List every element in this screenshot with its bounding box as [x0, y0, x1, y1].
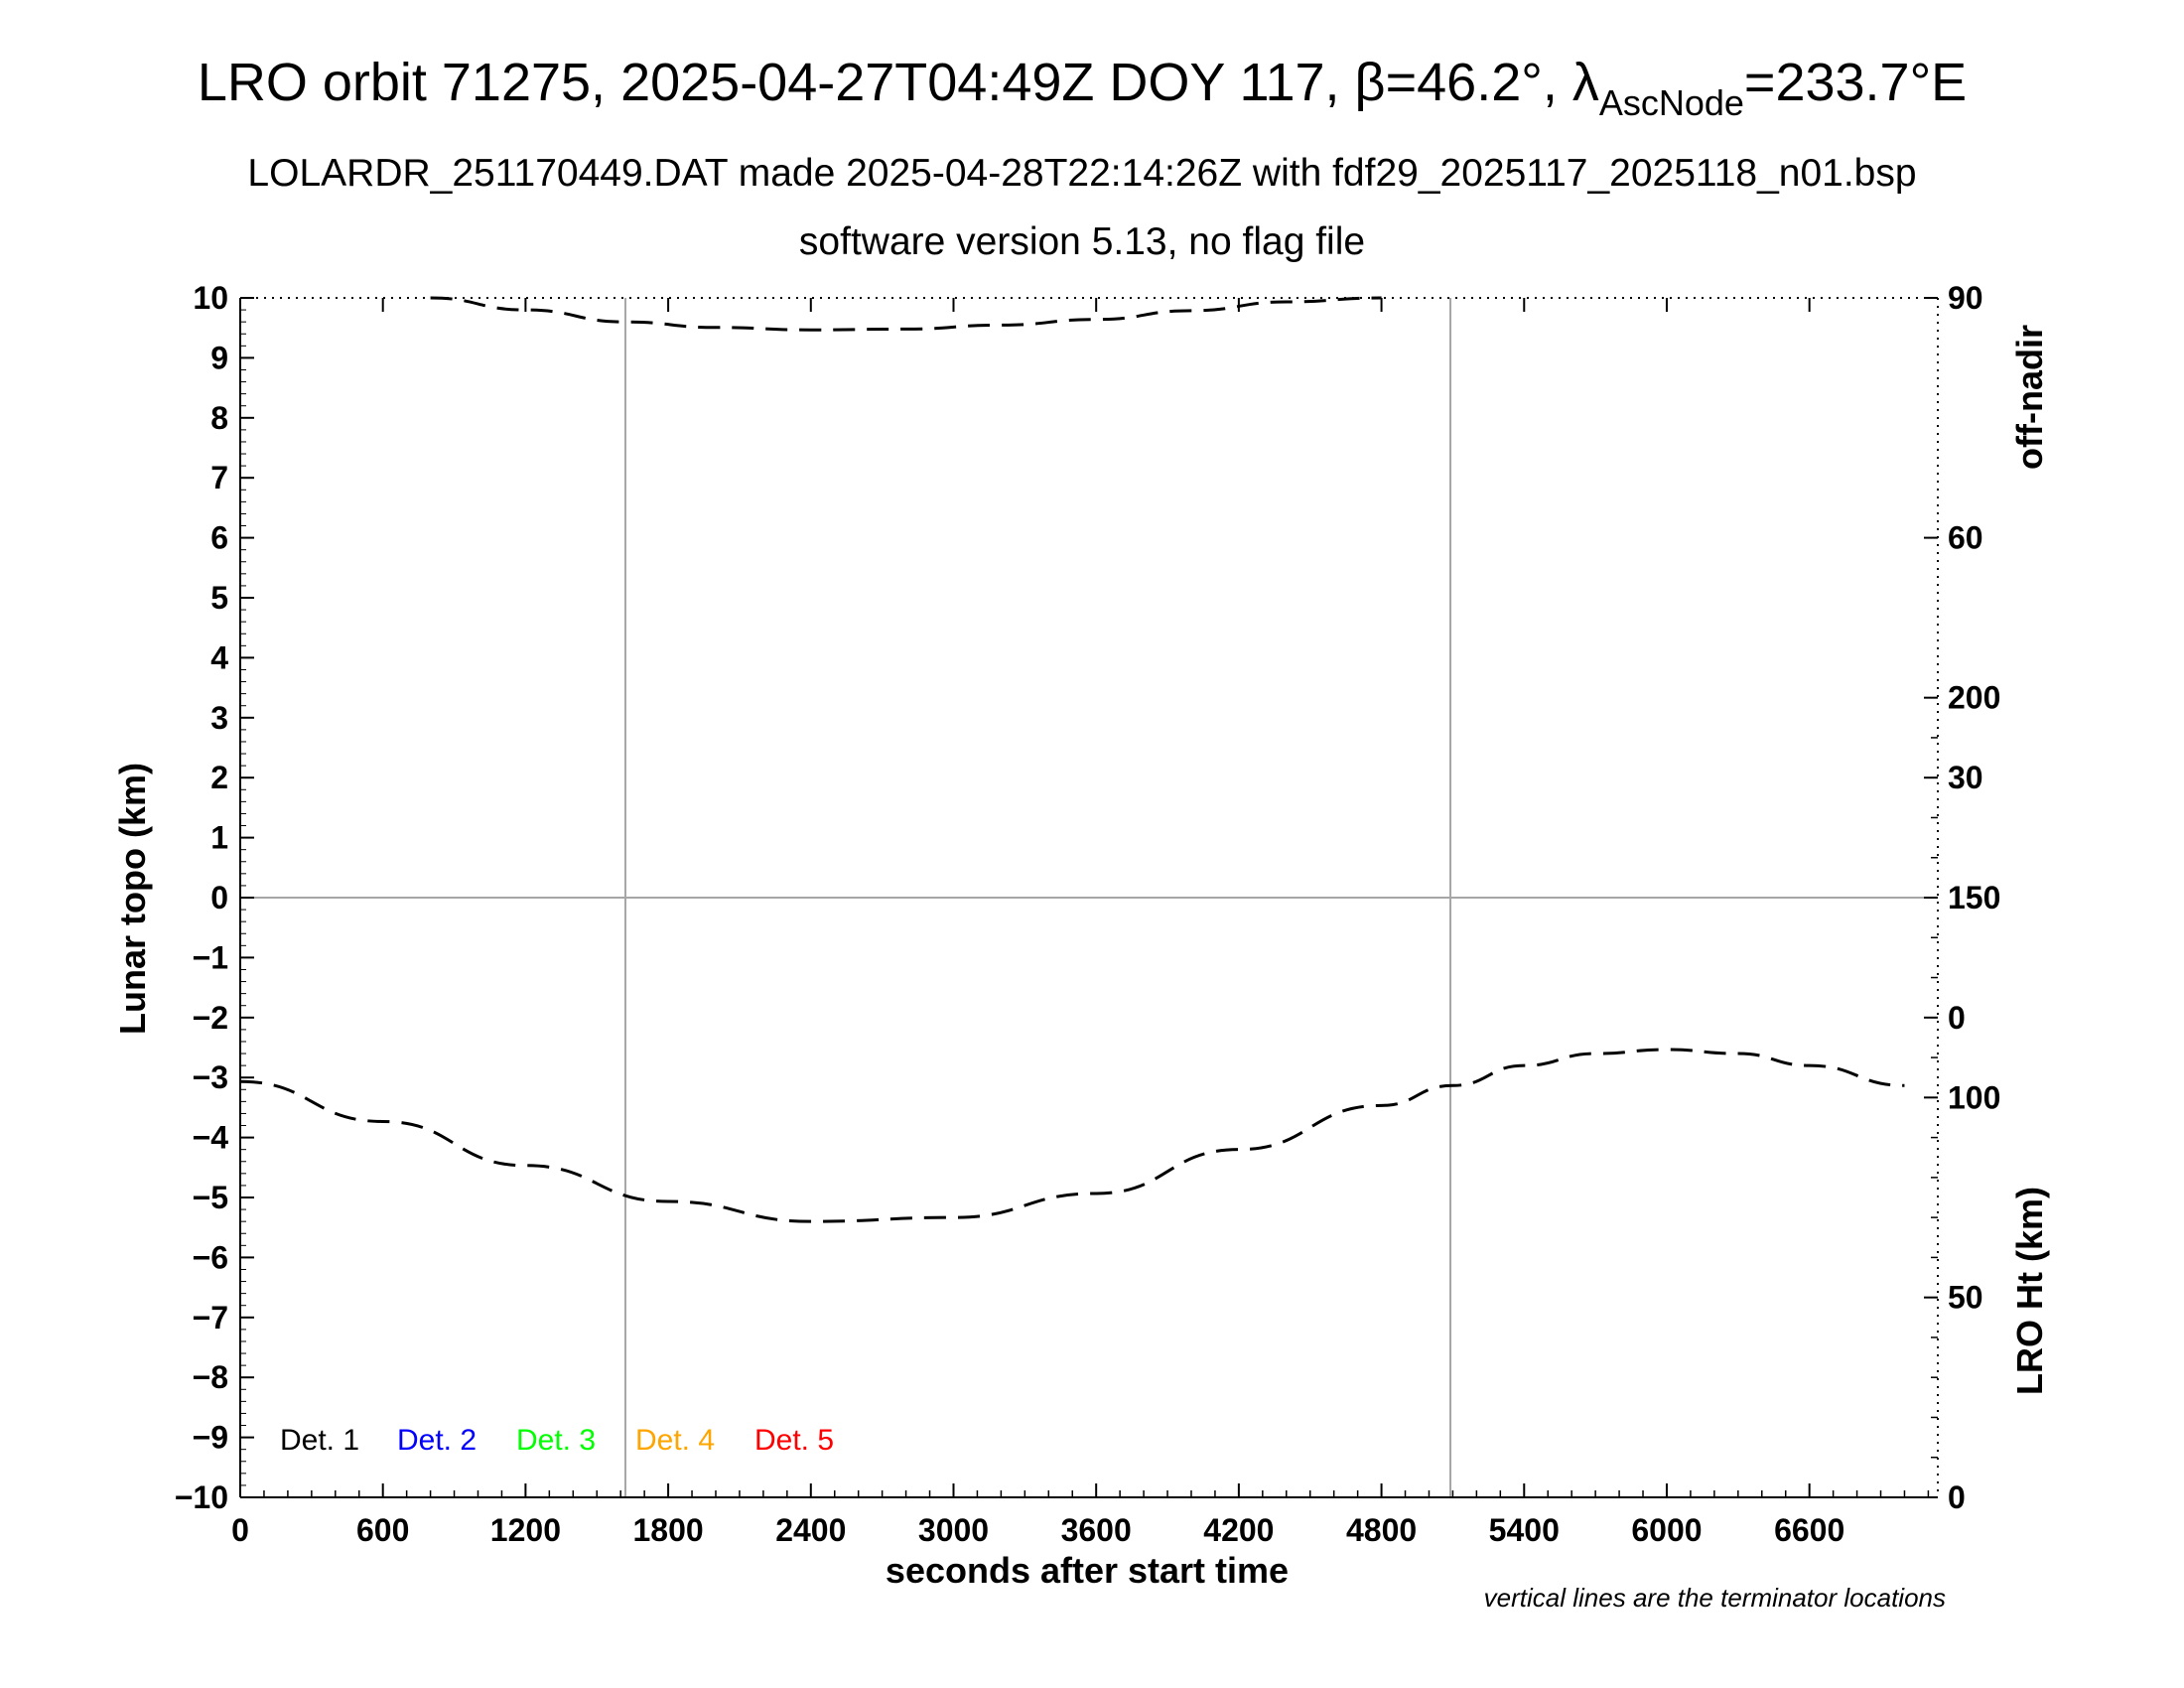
x-tick-label: 5400 — [1489, 1512, 1560, 1548]
legend: Det. 1 Det. 2 Det. 3 Det. 4 Det. 5 — [280, 1424, 834, 1457]
x-tick-label: 3000 — [918, 1512, 989, 1548]
x-tick-label: 6600 — [1774, 1512, 1844, 1548]
chart-subtitle-software: software version 5.13, no flag file — [799, 220, 1365, 263]
chart-subtitle-file: LOLARDR_251170449.DAT made 2025-04-28T22… — [247, 152, 1916, 195]
series-off-nadir-line — [430, 296, 1382, 332]
x-tick-label: 4800 — [1346, 1512, 1417, 1548]
grid-lines — [240, 298, 1938, 1497]
x-tick-label: 1200 — [490, 1512, 561, 1548]
y-tick-label: −9 — [193, 1420, 228, 1456]
y-tick-label: 7 — [210, 460, 228, 495]
x-tick-label: 600 — [356, 1512, 409, 1548]
right-tick-label: 50 — [1948, 1280, 1983, 1316]
right-tick-label: 30 — [1948, 760, 1983, 795]
terminator-footnote: vertical lines are the terminator locati… — [1484, 1583, 1946, 1613]
x-tick-label: 0 — [231, 1512, 249, 1548]
y-tick-label: 10 — [193, 280, 228, 316]
y-tick-label: −8 — [193, 1359, 228, 1395]
right-tick-label: 0 — [1948, 1000, 1966, 1036]
series-layer — [239, 296, 1905, 1223]
y-tick-label: 9 — [210, 340, 228, 375]
title-subscript: AscNode — [1599, 82, 1744, 123]
y-axis-label: Lunar topo (km) — [112, 763, 153, 1035]
title-tail: =233.7°E — [1744, 53, 1967, 112]
x-axis-label: seconds after start time — [886, 1550, 1289, 1591]
right-tick-label: 0 — [1948, 1479, 1966, 1515]
legend-entry-det-5: Det. 5 — [754, 1424, 834, 1457]
x-tick-label: 2400 — [775, 1512, 846, 1548]
x-tick-label: 1800 — [632, 1512, 703, 1548]
x-tick-label: 4200 — [1203, 1512, 1274, 1548]
y-tick-label: 8 — [210, 400, 228, 436]
y-tick-label: −10 — [175, 1479, 228, 1515]
y-tick-label: 6 — [210, 520, 228, 556]
legend-entry-det-4: Det. 4 — [635, 1424, 715, 1457]
y-tick-label: −3 — [193, 1059, 228, 1095]
y-tick-label: −5 — [193, 1180, 228, 1215]
series-lro-height-line — [239, 1048, 1905, 1223]
tick-layer: 0 600 1200 1800 2400 3000 3600 4200 4800 5400 6000… — [175, 280, 2001, 1548]
y-tick-label: 0 — [210, 880, 228, 915]
y-tick-label: −6 — [193, 1239, 228, 1275]
y-tick-label: 2 — [210, 760, 228, 795]
right-tick-label: 60 — [1948, 520, 1983, 556]
right-tick-label: 100 — [1948, 1079, 2000, 1115]
y-tick-label: −1 — [193, 939, 228, 975]
y-tick-label: −2 — [193, 1000, 228, 1036]
y-tick-label: −7 — [193, 1300, 228, 1336]
right-tick-label: 200 — [1948, 680, 2000, 716]
y-tick-label: 3 — [210, 700, 228, 736]
title-main: LRO orbit 71275, 2025-04-27T04:49Z DOY 1… — [198, 53, 1599, 112]
right-axis-label-off-nadir: off-nadir — [2009, 325, 2050, 470]
y-tick-label: 4 — [210, 639, 228, 675]
legend-entry-det-3: Det. 3 — [516, 1424, 596, 1457]
right-tick-label: 90 — [1948, 280, 1983, 316]
right-axis-label-lro-height: LRO Ht (km) — [2009, 1187, 2050, 1395]
legend-entry-det-2: Det. 2 — [397, 1424, 477, 1457]
legend-entry-det-1: Det. 1 — [280, 1424, 359, 1457]
y-tick-label: 5 — [210, 580, 228, 616]
x-tick-label: 6000 — [1631, 1512, 1702, 1548]
y-tick-label: 1 — [210, 820, 228, 856]
right-tick-label: 150 — [1948, 880, 2000, 915]
y-tick-label: −4 — [193, 1120, 229, 1156]
x-tick-label: 3600 — [1061, 1512, 1132, 1548]
chart-title: LRO orbit 71275, 2025-04-27T04:49Z DOY 1… — [198, 53, 1967, 123]
